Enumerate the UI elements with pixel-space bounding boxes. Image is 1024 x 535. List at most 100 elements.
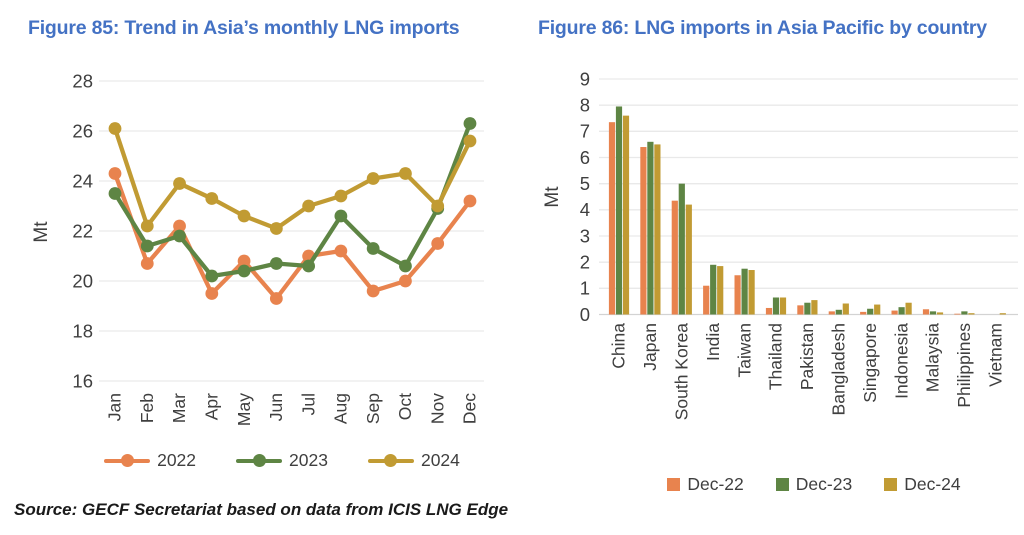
x-tick-label: South Korea [672, 323, 692, 421]
x-tick-label: Taiwan [734, 323, 754, 377]
y-tick-label: 28 [72, 70, 93, 91]
y-tick-label: 9 [580, 68, 590, 89]
bar-Dec-24 [842, 303, 849, 315]
x-tick-label: Feb [137, 393, 157, 423]
y-tick-label: 1 [580, 278, 590, 299]
bar-Dec-24 [811, 300, 818, 315]
y-tick-label: 5 [580, 173, 590, 194]
figure-86-title: Figure 86: LNG imports in Asia Pacific b… [538, 17, 987, 39]
legend-item-2024: 2024 [367, 450, 460, 471]
legend-label: 2022 [157, 450, 197, 470]
y-tick-label: 3 [580, 225, 590, 246]
data-point-2024 [366, 172, 380, 185]
data-point-2024 [173, 177, 186, 190]
y-axis-title: Mt [31, 221, 52, 243]
x-tick-label: Nov [427, 393, 447, 424]
bar-Dec-24 [999, 313, 1006, 315]
y-tick-label: 16 [72, 370, 93, 391]
data-point-2023 [302, 259, 316, 273]
x-tick-label: Dec [460, 393, 480, 424]
data-point-2024 [269, 222, 283, 235]
legend-label: Dec-22 [687, 474, 744, 494]
bar-Dec-23 [867, 308, 874, 315]
data-point-2024 [463, 134, 477, 148]
bar-Dec-23 [835, 309, 842, 315]
bar-Dec-23 [647, 141, 654, 315]
x-tick-label: Sep [363, 393, 383, 424]
legend-label: 2024 [420, 450, 460, 470]
x-tick-label: May [234, 393, 254, 426]
y-tick-label: 26 [72, 120, 93, 141]
data-point-2023 [140, 239, 154, 253]
legend-item-2023: 2023 [236, 450, 328, 471]
bar-Dec-24 [968, 313, 975, 315]
data-point-2024 [431, 199, 445, 213]
data-point-2023 [173, 229, 186, 243]
bar-Dec-23 [929, 311, 937, 315]
data-point-2022 [205, 287, 219, 300]
data-point-2024 [237, 209, 251, 223]
bar-Dec-24 [779, 297, 787, 315]
legend-label: 2023 [289, 450, 328, 470]
legend-label: Dec-24 [904, 474, 961, 494]
legend-line-dot-marker [367, 454, 414, 467]
legend-item-Dec-23: Dec-23 [775, 474, 852, 495]
y-tick-label: 8 [580, 94, 590, 115]
bar-Dec-23 [615, 106, 623, 315]
data-point-2023 [205, 269, 219, 283]
data-point-2022 [140, 257, 154, 270]
bar-Dec-24 [936, 312, 944, 315]
legend-item-Dec-22: Dec-22 [667, 474, 744, 495]
bar-Dec-22 [640, 147, 647, 315]
x-tick-label: Jul [298, 393, 318, 415]
bar-Dec-22 [734, 275, 741, 315]
x-tick-label: Malaysia [923, 323, 943, 392]
bar-Dec-24 [905, 302, 912, 315]
legend-square-marker [667, 478, 681, 491]
data-point-2022 [366, 284, 380, 298]
y-tick-label: 6 [580, 147, 590, 168]
x-tick-label: Vietnam [986, 323, 1006, 387]
legend-line-dot-marker [236, 454, 283, 467]
data-point-2023 [269, 257, 283, 270]
bar-Dec-24 [874, 304, 881, 315]
bar-Dec-24 [717, 266, 724, 315]
bar-Dec-24 [654, 144, 661, 315]
x-tick-label: Thailand [766, 323, 786, 390]
figure-85-legend: 2022 2023 2024 [0, 450, 538, 471]
series-line-2022 [112, 171, 473, 301]
y-tick-label: 2 [580, 251, 590, 272]
x-tick-label: India [703, 323, 723, 361]
legend-square-marker [775, 478, 789, 491]
bar-Dec-22 [860, 311, 867, 315]
bar-Dec-22 [671, 200, 678, 315]
y-tick-label: 7 [580, 121, 590, 142]
data-point-2023 [399, 259, 412, 273]
data-point-2024 [334, 189, 348, 203]
data-point-2024 [302, 199, 316, 213]
data-point-2022 [399, 274, 412, 288]
figure-85-title: Figure 85: Trend in Asia’s monthly LNG i… [28, 17, 460, 39]
source-note: Source: GECF Secretariat based on data f… [14, 500, 509, 519]
data-point-2023 [237, 264, 251, 278]
data-point-2024 [205, 192, 219, 205]
y-tick-label: 22 [72, 220, 93, 241]
series-line-2024 [112, 126, 473, 231]
x-tick-label: Jan [105, 393, 125, 421]
bar-Dec-22 [954, 313, 961, 315]
data-point-2022 [237, 254, 251, 268]
x-tick-label: Mar [169, 393, 189, 423]
legend-item-2022: 2022 [104, 450, 196, 471]
data-point-2023 [334, 209, 348, 223]
legend-item-Dec-24: Dec-24 [884, 474, 961, 495]
data-point-2024 [140, 219, 154, 233]
x-tick-label: Pakistan [797, 323, 817, 390]
bar-Dec-23 [710, 264, 717, 315]
y-tick-label: 18 [72, 320, 93, 341]
bar-Dec-23 [804, 302, 811, 315]
bar-chart-fig86: 0 1 2 3 4 5 6 7 8 9 Mt China Japan South Korea India Ta… [542, 68, 1018, 420]
data-point-2022 [269, 292, 283, 305]
x-tick-label: Bangladesh [829, 323, 849, 415]
data-point-2022 [431, 237, 445, 250]
